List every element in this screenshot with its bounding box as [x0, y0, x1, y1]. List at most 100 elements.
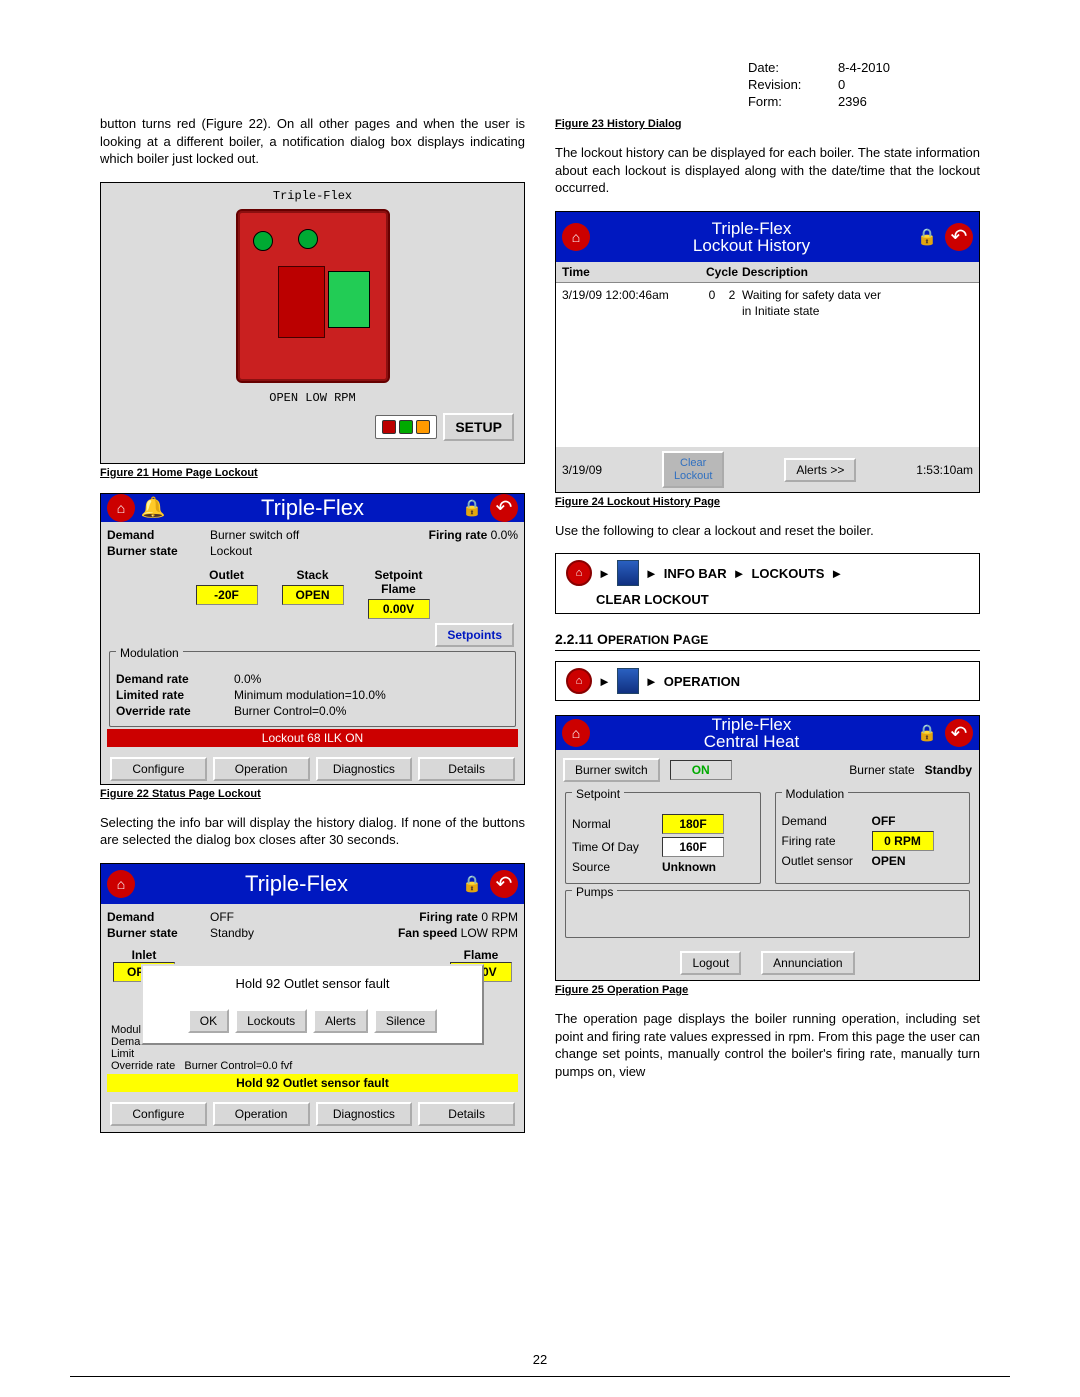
- rev-value: 0: [838, 77, 845, 94]
- outlet-value: -20F: [196, 585, 258, 605]
- arrow-icon: ►: [830, 566, 843, 581]
- override-rate-value: Burner Control=0.0%: [234, 704, 346, 718]
- configure-button[interactable]: Configure: [110, 757, 207, 781]
- burner-state-label: Burner state: [107, 544, 202, 558]
- back-icon[interactable]: ↶: [945, 223, 973, 251]
- modulation-legend: Modulation: [782, 787, 849, 801]
- burner-switch-value: ON: [670, 760, 732, 780]
- history-header: Time Cycle Description: [556, 262, 979, 283]
- configure-button[interactable]: Configure: [110, 1102, 207, 1126]
- home-icon: ⌂: [566, 668, 592, 694]
- form-label: Form:: [748, 94, 838, 111]
- lockout-bar[interactable]: Lockout 68 ILK ON: [107, 729, 518, 747]
- board-image: [236, 209, 390, 383]
- left-column: button turns red (Figure 22). On all oth…: [100, 115, 525, 1135]
- clear-lockout-button[interactable]: Clear Lockout: [662, 451, 725, 487]
- firing-rate-label: Firing rate: [782, 834, 862, 848]
- limited-rate-value: Minimum modulation=10.0%: [234, 688, 386, 702]
- modulation-fieldset: Modulation Demand rate0.0% Limited rateM…: [109, 651, 516, 727]
- inlet-label: Inlet: [113, 948, 175, 962]
- modulation-legend: Modulation: [116, 646, 183, 660]
- lock-icon: 🔒: [913, 223, 941, 251]
- back-icon[interactable]: ↶: [490, 494, 518, 522]
- flame-label: Flame: [450, 948, 512, 962]
- diagnostics-button[interactable]: Diagnostics: [316, 1102, 413, 1126]
- home-icon[interactable]: ⌂: [107, 494, 135, 522]
- row-time: 3/19/09 12:00:46am: [562, 287, 702, 304]
- home-icon[interactable]: ⌂: [562, 719, 590, 747]
- operation-button[interactable]: Operation: [213, 1102, 310, 1126]
- fig24-title: Triple-Flex Lockout History: [592, 220, 911, 254]
- logout-button[interactable]: Logout: [680, 951, 741, 975]
- footer-date: 3/19/09: [562, 463, 602, 477]
- alerts-button[interactable]: Alerts >>: [784, 458, 856, 482]
- nav-operation: ⌂ ► ► OPERATION: [555, 661, 980, 701]
- tod-value: 160F: [662, 837, 724, 857]
- stack-value: OPEN: [282, 585, 344, 605]
- fig25-titlebar: ⌂ Triple-Flex Central Heat 🔒 ↶: [556, 716, 979, 750]
- ok-button[interactable]: OK: [188, 1009, 229, 1033]
- firing-rate-value: 0.0%: [491, 528, 518, 542]
- home-icon[interactable]: ⌂: [562, 223, 590, 251]
- para-r2: Use the following to clear a lockout and…: [555, 522, 980, 540]
- flame-label: SetpointFlame: [368, 568, 430, 596]
- home-icon[interactable]: ⌂: [107, 870, 135, 898]
- silence-button[interactable]: Silence: [374, 1009, 437, 1033]
- burner-switch-button[interactable]: Burner switch: [563, 758, 660, 782]
- fan-speed-label: Fan speed: [398, 926, 457, 940]
- normal-value[interactable]: 180F: [662, 814, 724, 834]
- hold-bar[interactable]: Hold 92 Outlet sensor fault: [107, 1074, 518, 1092]
- demand-label: Demand: [782, 814, 862, 828]
- burner-state-value: Standby: [925, 763, 972, 777]
- source-value: Unknown: [662, 860, 716, 874]
- section-title: OPERATION PAGE: [597, 631, 708, 647]
- fig22-title: Triple-Flex: [169, 495, 456, 521]
- demand-rate-value: 0.0%: [234, 672, 261, 686]
- annunciation-button[interactable]: Annunciation: [761, 951, 854, 975]
- footer-time: 1:53:10am: [916, 463, 973, 477]
- alerts-button[interactable]: Alerts: [313, 1009, 368, 1033]
- setup-indicator: [375, 415, 437, 439]
- firing-rate-label: Firing rate: [429, 528, 488, 542]
- operation-button[interactable]: Operation: [213, 757, 310, 781]
- details-button[interactable]: Details: [418, 1102, 515, 1126]
- outlet-label: Outlet: [196, 568, 258, 582]
- back-icon[interactable]: ↶: [945, 719, 973, 747]
- pumps-legend: Pumps: [572, 885, 617, 899]
- flame-value: 0.00V: [368, 599, 430, 619]
- lock-icon: 🔒: [913, 719, 941, 747]
- fig25-title: Triple-Flex Central Heat: [592, 716, 911, 750]
- fig25-caption: Figure 25 Operation Page: [555, 984, 980, 996]
- demand-value: OFF: [210, 910, 234, 924]
- nav-infobar: INFO BAR: [664, 566, 727, 581]
- override-rate-label: Override rate: [116, 704, 226, 718]
- para-r1: The lockout history can be displayed for…: [555, 144, 980, 197]
- setpoint-fieldset: Setpoint Normal180F Time Of Day160F Sour…: [565, 792, 761, 884]
- fig24-caption: Figure 24 Lockout History Page: [555, 496, 980, 508]
- pumps-fieldset: Pumps: [565, 890, 970, 938]
- row-desc2: in Initiate state: [562, 303, 973, 320]
- setpoint-legend: Setpoint: [572, 787, 624, 801]
- diagnostics-button[interactable]: Diagnostics: [316, 757, 413, 781]
- normal-label: Normal: [572, 817, 652, 831]
- details-button[interactable]: Details: [418, 757, 515, 781]
- hdr-desc: Description: [742, 265, 973, 279]
- setup-button[interactable]: SETUP: [443, 413, 514, 441]
- arrow-icon: ►: [733, 566, 746, 581]
- lockouts-button[interactable]: Lockouts: [235, 1009, 307, 1033]
- fig21-footer: OPEN LOW RPM: [101, 387, 524, 407]
- row-c: 0: [702, 287, 722, 304]
- bell-icon[interactable]: 🔔: [139, 494, 167, 522]
- hdr-cycle: Cycle: [702, 265, 742, 279]
- page-number: 22: [0, 1352, 1080, 1367]
- lock-icon: 🔒: [458, 870, 486, 898]
- back-icon[interactable]: ↶: [490, 870, 518, 898]
- firing-rate-label: Firing rate: [419, 910, 478, 924]
- fig23-caption: Figure 23 History Dialog: [555, 118, 980, 130]
- outlet-sensor-value: OPEN: [872, 854, 906, 868]
- firing-rate-value: 0 RPM: [481, 910, 518, 924]
- row-desc1: Waiting for safety data ver: [742, 287, 973, 304]
- setpoints-button[interactable]: Setpoints: [435, 623, 514, 647]
- fig23-title: Triple-Flex: [137, 871, 456, 897]
- limited-rate-label: Limited rate: [116, 688, 226, 702]
